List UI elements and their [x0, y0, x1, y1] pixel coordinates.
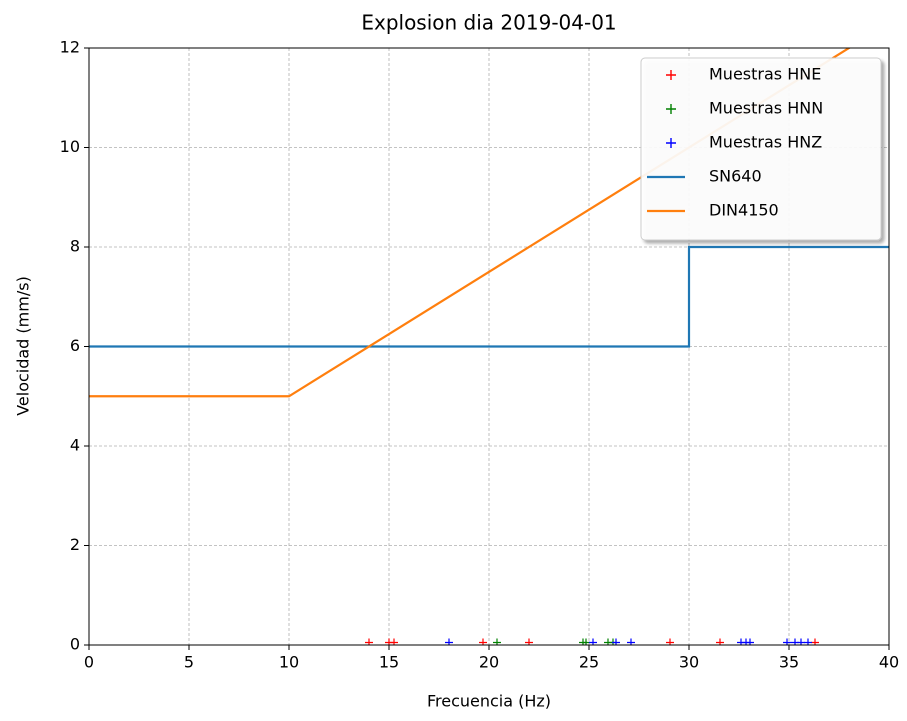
marker: [479, 638, 487, 645]
marker: [582, 638, 590, 645]
legend-label: Muestras HNN: [709, 99, 823, 118]
y-tick-label: 4: [70, 436, 80, 455]
marker: [804, 638, 812, 645]
legend-label: Muestras HNE: [709, 65, 821, 84]
y-tick-label: 12: [60, 38, 80, 57]
legend-marker: [666, 138, 676, 148]
legend-box: [640, 57, 882, 241]
legend-marker: [666, 70, 676, 80]
x-tick-label: 10: [279, 653, 299, 672]
y-tick-label: 0: [70, 635, 80, 654]
y-tick-label: 8: [70, 237, 80, 256]
marker: [666, 638, 674, 645]
marker: [525, 638, 533, 645]
marker: [797, 638, 805, 645]
chart-title: Explosion dia 2019-04-01: [361, 11, 616, 35]
marker: [811, 638, 819, 645]
x-tick-label: 30: [679, 653, 699, 672]
marker: [716, 638, 724, 645]
x-tick-label: 5: [184, 653, 194, 672]
y-axis-label: Velocidad (mm/s): [14, 276, 33, 416]
plot-frame: [88, 47, 890, 646]
x-tick-label: 25: [579, 653, 599, 672]
y-tick-label: 6: [70, 336, 80, 355]
y-tick-label: 2: [70, 535, 80, 554]
marker: [783, 638, 791, 645]
x-tick-label: 0: [84, 653, 94, 672]
legend-label: DIN4150: [709, 201, 779, 220]
x-axis-label: Frecuencia (Hz): [427, 692, 551, 711]
line: [89, 245, 889, 348]
marker: [627, 638, 635, 645]
marker: [390, 638, 398, 645]
x-tick-label: 35: [779, 653, 799, 672]
marker: [612, 638, 620, 645]
legend-label: SN640: [709, 167, 762, 186]
marker: [589, 638, 597, 645]
legend-marker: [666, 104, 676, 114]
marker: [493, 638, 501, 645]
x-tick-label: 20: [479, 653, 499, 672]
x-tick-label: 40: [879, 653, 899, 672]
y-tick-label: 10: [60, 137, 80, 156]
marker: [746, 638, 754, 645]
marker: [365, 638, 373, 645]
legend: Muestras HNE Muestras HNN Muestras HNZ SN64…: [640, 57, 882, 241]
x-tick-label: 15: [379, 653, 399, 672]
marker: [445, 638, 453, 645]
legend-label: Muestras HNZ: [709, 133, 822, 152]
